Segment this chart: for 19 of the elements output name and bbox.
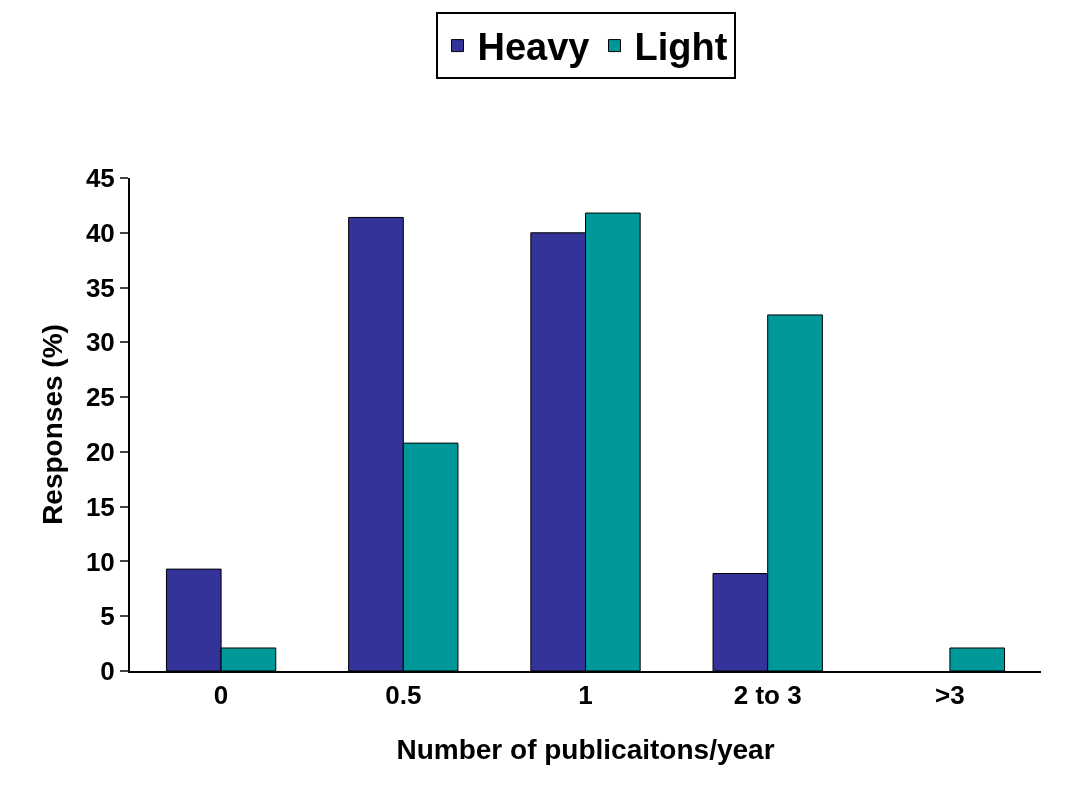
y-tick-label: 25 (85, 382, 115, 413)
legend-label: Heavy (477, 26, 590, 69)
y-tick-label: 35 (85, 272, 115, 303)
y-axis-title: Responses (%) (37, 324, 69, 525)
x-tick-label: >3 (935, 680, 965, 711)
y-tick-label: 45 (85, 163, 115, 194)
y-tick-label: 40 (85, 217, 115, 248)
x-tick-label: 1 (578, 680, 593, 711)
y-tick-label: 10 (85, 546, 115, 577)
legend-label: Light (634, 26, 728, 69)
x-tick-label: 2 to 3 (733, 680, 802, 711)
x-tick-label: 0.5 (385, 680, 422, 711)
y-tick-label: 5 (100, 601, 115, 632)
y-tick-label: 0 (100, 656, 115, 687)
y-tick-label: 15 (85, 491, 115, 522)
x-tick-label: 0 (213, 680, 229, 711)
x-axis-title: Number of publicaitons/year (396, 733, 775, 765)
y-tick-label: 20 (85, 436, 115, 467)
y-tick-label: 30 (85, 327, 115, 358)
